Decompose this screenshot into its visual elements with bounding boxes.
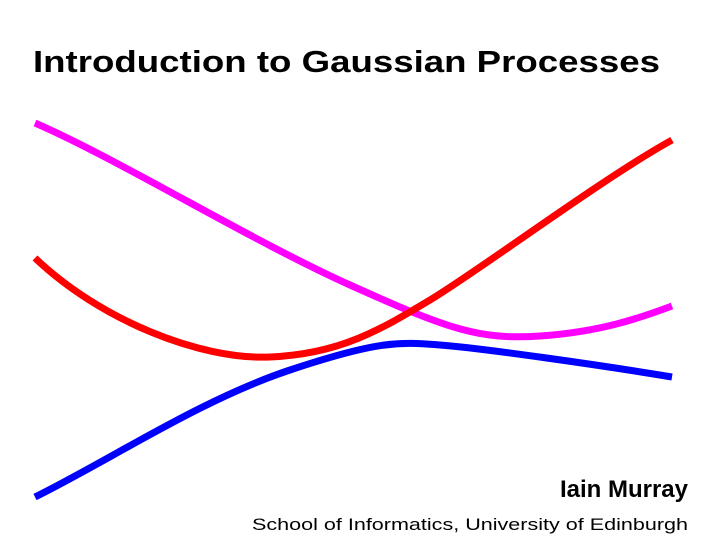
author-name: Iain Murray	[560, 476, 689, 503]
blue-curve	[33, 339, 673, 501]
magenta-curve	[33, 119, 674, 341]
red-curve	[32, 136, 674, 361]
slide-title: Introduction to Gaussian Processes	[33, 44, 660, 79]
author-affiliation: School of Informatics, University of Edi…	[252, 515, 688, 534]
